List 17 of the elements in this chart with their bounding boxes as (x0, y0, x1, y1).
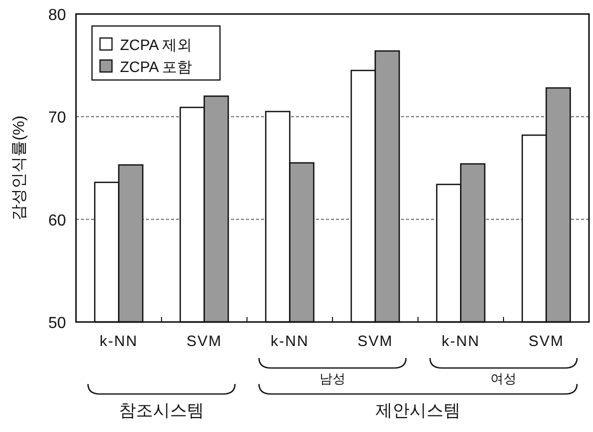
text: 참조시스템 (119, 401, 204, 420)
x-tick-label: SVM (357, 333, 394, 350)
y-axis-title: 감성인식률(%) (11, 116, 28, 220)
x-tick-label: SVM (528, 333, 564, 350)
legend-label: ZCPA 포함 (120, 59, 192, 76)
y-tick-label: 80 (48, 7, 66, 24)
x-tick-label: SVM (186, 333, 222, 350)
text: 제안시스템 (376, 401, 460, 420)
y-tick-label: 50 (48, 315, 66, 332)
text: 여성 (490, 371, 516, 386)
text: 남성 (320, 371, 346, 386)
x-tick-label: k-NN (270, 333, 309, 350)
legend-label: ZCPA 제외 (120, 37, 192, 54)
y-tick-label: 60 (48, 212, 66, 230)
x-tick-label: k-NN (442, 333, 480, 350)
y-tick-label: 70 (48, 110, 66, 127)
x-tick-label: k-NN (100, 333, 138, 350)
